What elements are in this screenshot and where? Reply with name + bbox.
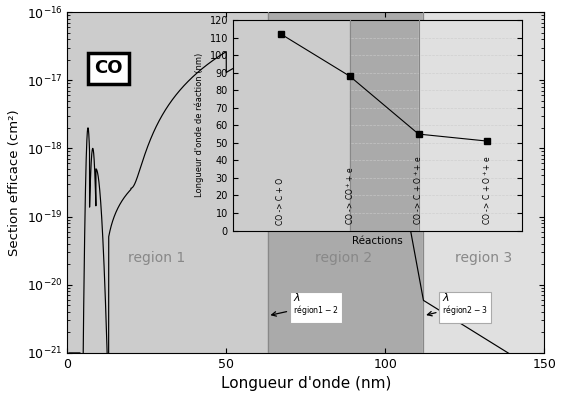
- Text: $\lambda$
$_{\mathregular{région2-3}}$: $\lambda$ $_{\mathregular{région2-3}}$: [427, 291, 488, 320]
- Bar: [350, 20, 419, 231]
- Text: $\lambda$
$_{\mathregular{région1-2}}$: $\lambda$ $_{\mathregular{région1-2}}$: [272, 291, 339, 320]
- X-axis label: Longueur d'onde (nm): Longueur d'onde (nm): [220, 376, 391, 391]
- Bar: [424, 12, 544, 353]
- Bar: [67, 12, 268, 353]
- Y-axis label: Section efficace (cm²): Section efficace (cm²): [8, 109, 21, 256]
- Text: region 1: region 1: [128, 251, 185, 265]
- Bar: [268, 12, 424, 353]
- Y-axis label: Longueur d'onde de réaction (nm): Longueur d'onde de réaction (nm): [195, 53, 204, 197]
- Bar: [419, 20, 522, 231]
- Text: CO -> C + O$^+$+ e: CO -> C + O$^+$+ e: [481, 156, 493, 225]
- Text: region 3: region 3: [455, 251, 512, 265]
- Bar: [212, 20, 350, 231]
- Text: region 2: region 2: [315, 251, 373, 265]
- X-axis label: Réactions: Réactions: [352, 236, 403, 246]
- Text: CO: CO: [94, 59, 123, 77]
- Text: CO -> C + O$^+$+ e: CO -> C + O$^+$+ e: [413, 156, 424, 225]
- Text: CO -> CO$^+$+ e: CO -> CO$^+$+ e: [344, 167, 356, 225]
- Text: CO -> C + O: CO -> C + O: [277, 178, 286, 225]
